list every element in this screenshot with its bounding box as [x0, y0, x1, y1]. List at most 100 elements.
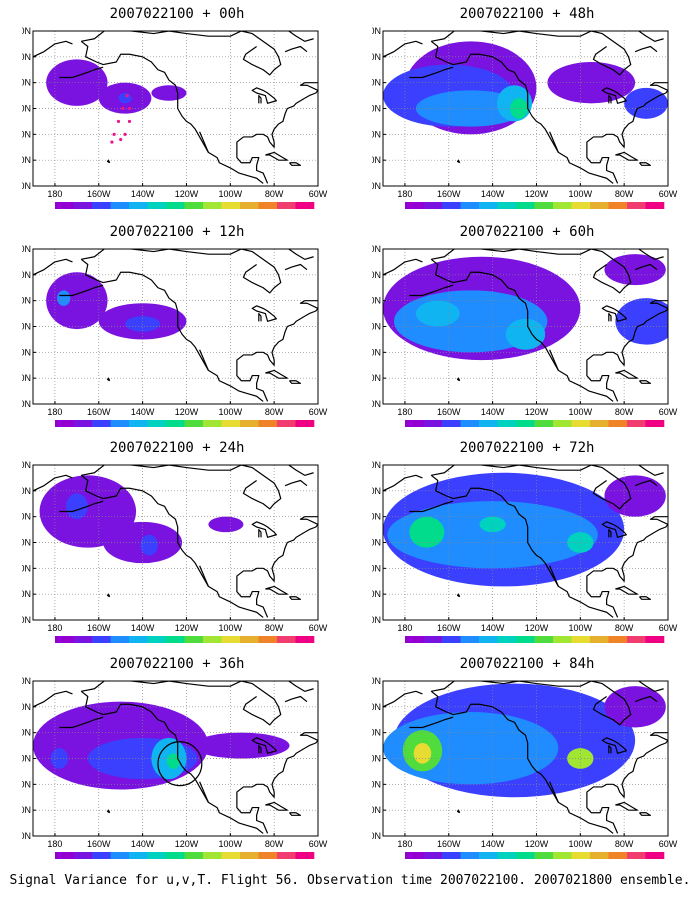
panel-title: 2007022100 + 48h — [459, 6, 595, 22]
colorbar-swatch — [110, 420, 130, 427]
coastlines — [33, 249, 318, 402]
colorbar-swatch — [516, 420, 535, 427]
colorbar-swatch — [645, 202, 665, 209]
colorbar-swatch — [295, 420, 315, 427]
colorbar-swatch — [92, 202, 111, 209]
colorbar-swatch — [129, 202, 148, 209]
track-point — [121, 106, 125, 111]
lat-tick-label: 70N — [372, 676, 381, 686]
coastline — [409, 500, 454, 513]
variance-contour — [208, 516, 244, 533]
colorbar-swatch — [277, 202, 296, 209]
lat-tick-label: 50N — [22, 78, 31, 88]
colorbar-swatch — [423, 420, 443, 427]
lat-tick-label: 40N — [372, 322, 381, 332]
coastline — [637, 249, 664, 260]
coastline — [33, 474, 73, 492]
colorbar-swatch — [516, 852, 535, 859]
colorbar-swatch — [203, 636, 222, 643]
panel-title: 2007022100 + 12h — [109, 224, 245, 240]
coastline — [236, 97, 306, 184]
coastline — [284, 479, 308, 487]
coastline — [634, 479, 658, 487]
map-panel-48h: 2007022100 + 48h 70N 60N 50N 40N 30N 20N 10N 18… — [372, 6, 700, 211]
colorbar-swatch — [571, 202, 591, 209]
lon-tick-label: 60W — [309, 839, 328, 849]
lon-tick-label: 80W — [615, 407, 634, 417]
colorbar-swatch — [423, 202, 443, 209]
coastline — [106, 159, 111, 164]
coastline — [409, 284, 454, 297]
track-point — [123, 132, 127, 136]
lon-tick-label: 140W — [131, 623, 155, 633]
colorbar-swatch — [645, 852, 665, 859]
lon-tick-label: 120W — [175, 839, 199, 849]
lon-tick-label: 80W — [615, 189, 634, 199]
lat-tick-label: 40N — [22, 754, 31, 764]
colorbar-swatch — [73, 852, 93, 859]
colorbar-swatch — [55, 420, 74, 427]
map-plot: 70N 60N 50N 40N 30N 20N 10N 180 160W 140W 120W 100W… — [22, 244, 328, 427]
lon-tick-label: 160W — [87, 839, 111, 849]
lon-tick-label: 60W — [659, 623, 678, 633]
colorbar-swatch — [184, 852, 204, 859]
lon-tick-label: 100W — [569, 623, 593, 633]
coastline — [409, 716, 454, 729]
coastline — [81, 465, 282, 510]
coastline — [80, 690, 264, 834]
coastline — [199, 781, 209, 803]
coastline — [258, 312, 262, 322]
coastline — [80, 474, 264, 618]
colorbar-swatch — [110, 852, 130, 859]
coastline — [649, 81, 668, 99]
flight-track — [110, 93, 132, 144]
colorbar-swatch — [534, 202, 554, 209]
target-circle — [157, 741, 203, 787]
lat-tick-label: 60N — [372, 702, 381, 712]
coastline — [251, 737, 277, 754]
lon-tick-label: 100W — [219, 623, 243, 633]
map-panel-00h: 2007022100 + 00h 70N 60N 50N 40N 30N 20N 10N 18… — [22, 6, 352, 211]
coastline — [258, 528, 262, 538]
lon-tick-label: 160W — [437, 623, 461, 633]
colorbar-swatch — [405, 852, 424, 859]
colorbar-swatch — [221, 420, 241, 427]
coastline — [251, 305, 277, 322]
coastline — [383, 690, 423, 708]
coastline — [431, 31, 632, 76]
coastlines — [383, 249, 668, 402]
colorbar-swatch — [590, 852, 609, 859]
lat-tick-label: 70N — [372, 26, 381, 36]
variance-contour — [415, 300, 460, 327]
map-plot: 70N 60N 50N 40N 30N 20N 10N 180 160W 140W 120W 100W… — [372, 460, 678, 643]
coastlines — [383, 681, 668, 834]
lat-tick-label: 20N — [372, 155, 381, 165]
coastline — [639, 162, 652, 166]
lat-tick-label: 20N — [22, 373, 31, 383]
lon-tick-label: 60W — [659, 189, 678, 199]
lon-tick-label: 100W — [569, 189, 593, 199]
lat-tick-label: 20N — [372, 373, 381, 383]
lon-tick-label: 140W — [481, 189, 505, 199]
lon-tick-label: 180 — [47, 839, 62, 849]
lat-tick-label: 30N — [22, 563, 31, 573]
coastline — [59, 500, 104, 513]
coastline — [549, 349, 559, 371]
variance-contour — [140, 534, 158, 556]
colorbar-swatch — [571, 420, 591, 427]
colorbar-swatch — [166, 636, 185, 643]
colorbar-swatch — [110, 636, 130, 643]
coastline — [431, 681, 632, 726]
colorbar-swatch — [92, 852, 111, 859]
colorbar-swatch — [295, 202, 315, 209]
colorbar-swatch — [571, 852, 591, 859]
variance-contour — [615, 298, 668, 345]
lon-tick-label: 80W — [265, 189, 284, 199]
colorbar-swatch — [240, 202, 259, 209]
coastline — [33, 40, 73, 58]
coastline — [549, 131, 559, 153]
map-panel-60h: 2007022100 + 60h 70N 60N 50N 40N 30N 20N 10N 18… — [372, 224, 700, 429]
coastlines — [383, 31, 668, 184]
colorbar-swatch — [240, 420, 259, 427]
colorbar-swatch — [166, 852, 185, 859]
